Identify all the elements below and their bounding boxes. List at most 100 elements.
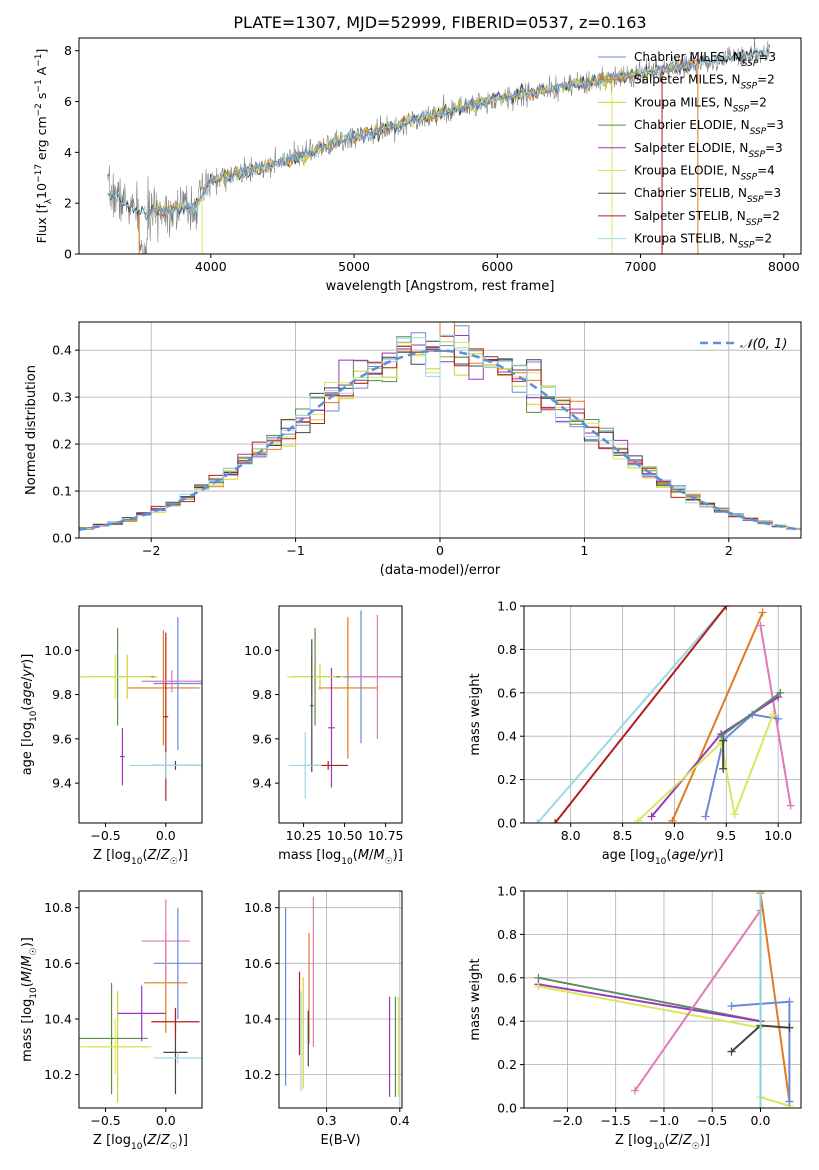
- x-axis-label-part: Z [log: [615, 1133, 653, 1148]
- legend-entry-part: SSP: [733, 104, 750, 114]
- y-axis-label-part: −2: [34, 103, 44, 116]
- weight-point-marker: [701, 812, 710, 821]
- y-tick-label: 10.6: [244, 956, 272, 971]
- legend-entry-part: SSP: [747, 195, 764, 205]
- weight-point-marker: [727, 1047, 736, 1056]
- y-axis-label-part: ☉: [29, 947, 39, 955]
- y-tick-label: 9.8: [252, 687, 272, 702]
- x-axis-label-part: /: [156, 848, 161, 863]
- legend-entry-part: SSP: [746, 218, 763, 228]
- x-axis-label-part: Z: [682, 1133, 693, 1148]
- y-axis-label-part: (: [20, 982, 35, 987]
- weight-point-marker: [533, 819, 542, 823]
- y-axis-label: mass [log10(M/M☉)]: [20, 937, 39, 1062]
- y-tick-label: 0.6: [497, 970, 517, 985]
- weight-point-marker: [785, 997, 794, 1006]
- y-axis-label-part: λ: [44, 198, 54, 204]
- axes-box: [278, 890, 403, 1109]
- y-tick-label: 2: [64, 196, 72, 211]
- x-axis-label-part: Z: [669, 1133, 680, 1148]
- weight-point-marker: [730, 810, 739, 819]
- weight-point-marker: [756, 1104, 765, 1108]
- y-tick-label: 0.4: [497, 729, 517, 744]
- axes-box: [278, 605, 403, 824]
- y-axis-label-part: 10: [29, 710, 39, 722]
- x-axis-label-part: Z: [160, 848, 171, 863]
- axes-frame: −0.5 0.010.210.410.610.8Z [log10(Z/Z☉)]ma…: [20, 890, 203, 1152]
- legend-entry: Kroupa ELODIE, NSSP=4: [634, 164, 775, 183]
- y-axis-label-part: ]: [34, 49, 49, 54]
- axes-frame: 4000 5000 6000 7000 8000 0 2 4 6 8 wavelength [Ang…: [34, 37, 802, 294]
- weight-point-marker: [756, 891, 765, 895]
- legend-entry-part: =3: [758, 50, 776, 64]
- x-axis-label: Z [log10(Z/Z☉)]: [93, 848, 188, 867]
- axes-frame: 0.3 0.4 10.2 10.4 10.6 10.8 E(B-V): [244, 890, 410, 1148]
- weight-point-marker: [551, 819, 560, 823]
- legend-entry: Salpeter MILES, NSSP=2: [634, 73, 775, 92]
- x-axis-label-part: (: [666, 848, 671, 863]
- plot-area: [79, 322, 801, 538]
- weight-point-marker: [647, 812, 656, 821]
- panel-spectrum: 4000 5000 6000 7000 8000 0 2 4 6 8 wavelength [Ang…: [34, 37, 802, 294]
- x-axis-label-part: E(B-V): [320, 1133, 360, 1148]
- plot-area: [79, 617, 202, 801]
- legend-entry-part: SSP: [742, 59, 759, 69]
- x-tick-label: 4000: [195, 259, 227, 274]
- x-axis-label-part: ☉: [692, 1142, 700, 1152]
- weight-series-line: [536, 606, 728, 823]
- axes-box: [78, 605, 203, 824]
- y-tick-label: 9.8: [52, 687, 72, 702]
- plot-area: [524, 891, 801, 1108]
- y-tick-label: 10.0: [244, 643, 272, 658]
- legend-entry-part: SSP: [748, 150, 765, 160]
- y-tick-label: 0.2: [52, 437, 72, 452]
- y-tick-label: 10.2: [44, 1067, 72, 1082]
- legend-entry-part: Chabrier ELODIE, N: [634, 118, 750, 132]
- x-tick-label: 9.0: [664, 828, 684, 843]
- legend-entry-part: Kroupa MILES, N: [634, 95, 733, 109]
- legend-entry-part: =3: [764, 186, 782, 200]
- x-tick-label: 10.75: [368, 828, 404, 843]
- legend-entry-part: =2: [749, 95, 767, 109]
- plot-area: [107, 38, 770, 254]
- y-axis-label-part: Normed distribution: [24, 365, 39, 495]
- y-tick-label: 9.6: [52, 731, 72, 746]
- weight-point-marker: [727, 1002, 736, 1011]
- x-axis-label-part: (: [353, 848, 358, 863]
- x-tick-label: 7000: [625, 259, 657, 274]
- legend-entry: 𝒩(0, 1): [740, 337, 787, 352]
- y-tick-label: 0.4: [52, 343, 72, 358]
- weight-series-line: [554, 606, 728, 823]
- legend-entry-part: Kroupa ELODIE, N: [634, 164, 741, 178]
- weight-series-line: [704, 713, 779, 817]
- histogram-step-line: [79, 334, 801, 529]
- legend-entry-part: Chabrier MILES, N: [634, 50, 742, 64]
- axes-frame: 8.0 8.5 9.0 9.5 10.0 0.0 0.2 0.4 0.6 0.8 1.0 age [l…: [468, 599, 802, 867]
- weight-point-marker: [719, 764, 728, 773]
- y-axis-label-part: mass [log: [20, 999, 35, 1062]
- weight-point-marker: [634, 816, 643, 823]
- y-tick-label: 0.0: [52, 531, 72, 546]
- x-tick-label: 0: [436, 543, 444, 558]
- axes-box: [78, 37, 802, 255]
- legend-entry-part: =4: [757, 164, 775, 178]
- legend-entry-part: Salpeter ELODIE, N: [634, 141, 748, 155]
- x-axis-label-part: )]: [713, 848, 723, 863]
- x-axis-label-part: 10: [653, 1142, 665, 1152]
- legend-entry-part: Salpeter STELIB, N: [634, 209, 746, 223]
- legend-entry-part: SSP: [738, 241, 755, 251]
- normal-curve-line: [79, 349, 801, 532]
- weight-point-marker: [785, 1097, 794, 1106]
- legend-entry: Chabrier STELIB, NSSP=3: [634, 186, 781, 205]
- x-axis-label: mass [log10(M/M☉)]: [278, 848, 403, 867]
- plot-area: [79, 899, 202, 1103]
- x-axis-label-part: Z: [147, 848, 158, 863]
- legend-entry: Kroupa STELIB, NSSP=2: [634, 232, 772, 251]
- y-axis-label-part: mass weight: [468, 958, 483, 1040]
- x-tick-label: −1.0: [649, 1113, 679, 1128]
- x-axis-label-part: 10: [655, 857, 667, 867]
- weight-point-marker: [776, 688, 785, 697]
- y-tick-label: 10.8: [44, 900, 72, 915]
- plot-area: [524, 606, 801, 823]
- x-tick-label: 10.50: [327, 828, 363, 843]
